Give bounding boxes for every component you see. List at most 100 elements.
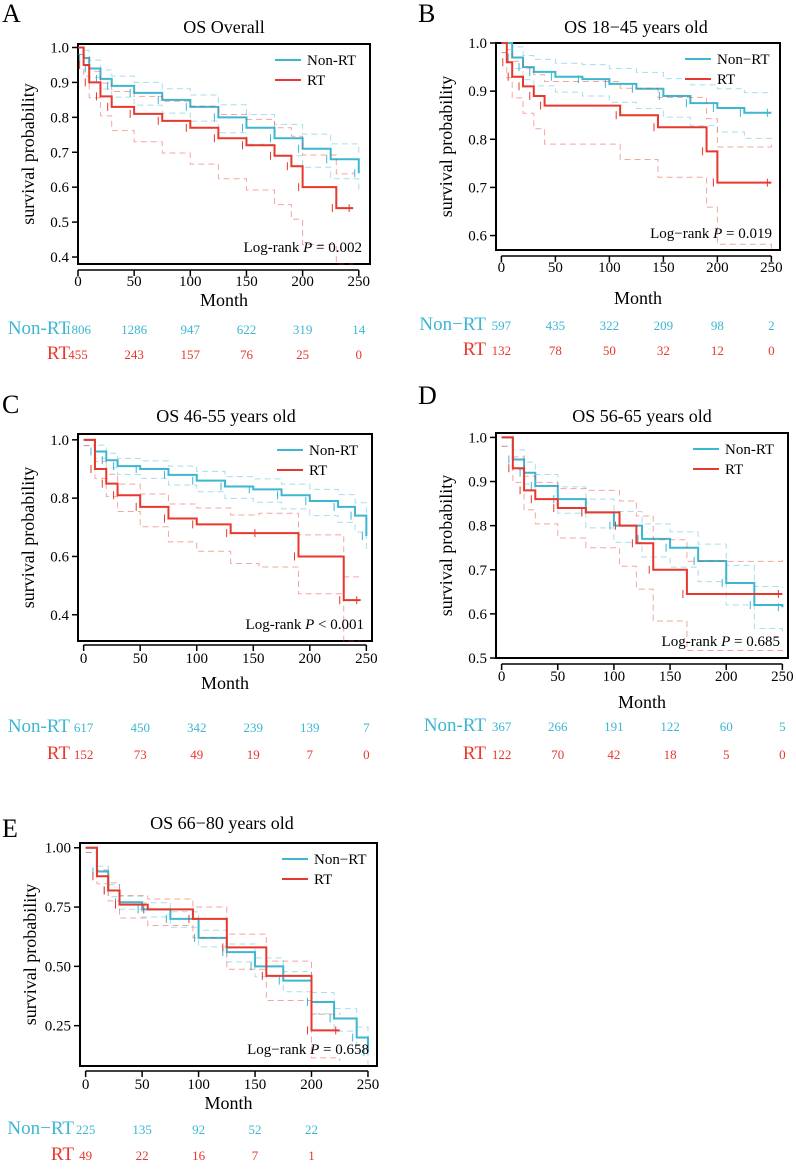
panel-label: C [2,390,19,419]
y-tick-label: 0.5 [50,215,69,231]
panel-label: B [418,0,435,28]
risk-row-label: RT [47,343,71,364]
y-tick-label: 0.4 [50,250,69,266]
x-tick-label: 50 [133,651,148,667]
x-tick-label: 150 [242,651,265,667]
pvalue-prefix: Log-rank [246,617,306,633]
risk-value: 50 [603,343,616,358]
risk-value: 0 [768,343,775,358]
risk-value: 7 [363,720,370,735]
panel-label: A [2,0,21,28]
panel-label: E [2,814,18,843]
pvalue-prefix: Log−rank [247,1042,310,1058]
y-tick-label: 0.6 [50,180,69,196]
legend-label: Non-RT [309,443,358,459]
risk-value: 19 [247,747,260,762]
legend-label: Non−RT [717,52,770,68]
risk-value: 122 [492,747,512,762]
y-axis-label: survival probability [18,467,38,608]
chart-title: OS Overall [183,17,264,37]
x-tick-label: 0 [498,669,506,685]
risk-row-label: Non−RT [7,1118,74,1139]
risk-value: 191 [604,719,624,734]
risk-value: 342 [187,720,207,735]
y-axis-label: survival probability [20,884,40,1025]
legend-label: RT [717,72,735,88]
plot-frame [495,42,781,251]
ci-lower-rt [501,445,783,656]
y-tick-label: 0.50 [45,959,71,975]
chart-title: OS 66−80 years old [150,813,294,833]
y-tick-label: 0.5 [468,651,487,667]
risk-row-label: RT [51,1144,75,1165]
y-tick-label: 0.25 [45,1019,71,1035]
risk-value: 5 [723,747,730,762]
x-axis-label: Month [618,692,666,712]
km-curve-rt [501,42,772,184]
x-tick-label: 150 [235,274,258,290]
risk-value: 239 [244,720,264,735]
x-tick-label: 0 [80,651,88,667]
x-tick-label: 100 [179,274,202,290]
km-curve-rt [501,436,783,596]
pvalue-text: Log-rank P = 0.685 [662,634,780,650]
ci-upper-nonrt [501,42,772,94]
pvalue-text: Log−rank P = 0.658 [247,1042,369,1058]
risk-value: 139 [300,720,320,735]
risk-value: 209 [654,318,674,333]
risk-value: 1 [308,1148,315,1163]
legend-label: Non-RT [307,53,356,69]
ci-lower-rt [501,52,772,250]
x-tick-label: 150 [652,260,675,276]
risk-value: 947 [181,322,201,337]
y-axis-label: survival probability [436,475,456,616]
pvalue-value: = 0.002 [312,240,362,256]
plot-frame [79,842,378,1067]
y-axis-label: survival probability [436,76,456,217]
risk-value: 597 [492,318,512,333]
risk-value: 25 [296,347,309,362]
risk-row-label: Non-RT [424,715,487,736]
y-tick-label: 0.4 [50,608,69,624]
risk-value: 12 [711,343,724,358]
risk-value: 435 [546,318,566,333]
x-tick-label: 200 [715,669,738,685]
km-curve-nonrt [78,46,360,174]
x-tick-label: 50 [135,1077,150,1093]
panel-label: D [418,381,437,410]
y-tick-label: 0.6 [468,229,487,245]
risk-value: 1286 [121,322,148,337]
risk-row-label: RT [463,339,487,360]
risk-value: 132 [492,343,512,358]
x-tick-label: 50 [548,260,563,276]
risk-row-label: Non-RT [8,318,71,339]
x-tick-label: 50 [550,669,565,685]
ci-upper-rt [85,847,341,1015]
y-tick-label: 1.0 [468,36,487,52]
pvalue-text: Log−rank P = 0.019 [650,226,772,242]
ci-lower-nonrt [78,53,360,194]
risk-row-label: Non−RT [419,314,486,335]
ci-upper-nonrt [83,439,367,523]
ci-lower-rt [83,445,361,642]
risk-value: 16 [192,1148,206,1163]
y-tick-label: 0.6 [468,607,487,623]
risk-value: 7 [307,747,314,762]
risk-value: 617 [74,720,94,735]
y-tick-label: 0.7 [50,145,69,161]
pvalue-prefix: Log-rank [662,634,722,650]
x-tick-label: 250 [771,669,794,685]
risk-row-label: Non-RT [8,716,71,737]
risk-value: 0 [363,747,370,762]
y-tick-label: 0.8 [468,519,487,535]
x-tick-label: 250 [357,1077,380,1093]
risk-value: 70 [551,747,564,762]
risk-value: 49 [190,747,203,762]
pvalue-value: = 0.019 [722,226,772,242]
x-axis-label: Month [200,290,248,310]
legend-label: Non-RT [725,442,774,458]
x-axis-label: Month [201,673,249,693]
x-tick-label: 100 [598,260,621,276]
y-tick-label: 1.00 [45,841,71,857]
